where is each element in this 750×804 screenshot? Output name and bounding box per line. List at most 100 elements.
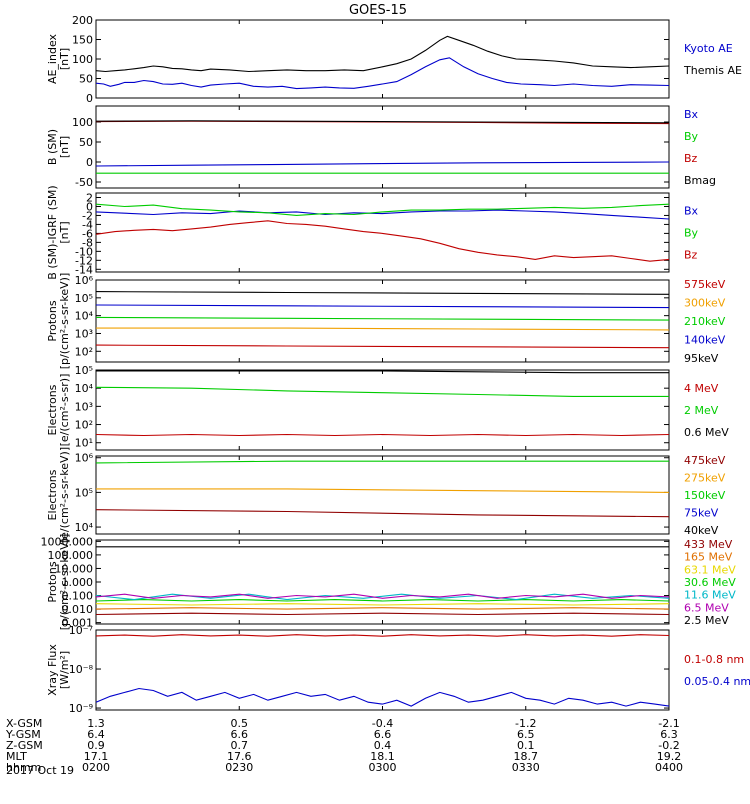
x-tick-label: 0.9 bbox=[87, 739, 105, 752]
legend-entry: 11.6 MeV bbox=[684, 589, 736, 602]
legend-entry: By bbox=[684, 227, 699, 240]
x-tick-label: -1.2 bbox=[515, 717, 536, 730]
legend-entry: 4 MeV bbox=[684, 382, 719, 395]
x-tick-label: 0.7 bbox=[231, 739, 249, 752]
x-tick-label: 18.7 bbox=[514, 750, 539, 763]
legend-entry: 575keV bbox=[684, 278, 726, 291]
legend-entry: 275keV bbox=[684, 472, 726, 485]
y-axis-label: [e/(cm²-s-sr-keV)] bbox=[58, 447, 71, 543]
series-line bbox=[95, 220, 670, 262]
y-tick-label: 100.000 bbox=[48, 549, 94, 562]
x-row-label: MLT bbox=[6, 750, 27, 763]
panel-frame bbox=[95, 369, 670, 451]
y-axis-label: [nT] bbox=[58, 221, 71, 243]
y-tick-label: 10⁴ bbox=[75, 310, 94, 323]
y-tick-label: 10³ bbox=[75, 327, 93, 340]
y-tick-label: -12 bbox=[75, 254, 93, 267]
x-tick-label: -2.1 bbox=[658, 717, 679, 730]
series-line bbox=[95, 344, 670, 349]
legend-entry: Bmag bbox=[684, 174, 716, 187]
legend-entry: 150keV bbox=[684, 489, 726, 502]
legend-entry: 475keV bbox=[684, 454, 726, 467]
y-tick-label: 10⁻⁷ bbox=[69, 624, 93, 637]
y-tick-label: 1.000 bbox=[62, 576, 94, 589]
x-tick-label: 0200 bbox=[82, 761, 110, 774]
x-tick-label: -0.4 bbox=[372, 717, 393, 730]
y-tick-label: 50 bbox=[79, 73, 93, 86]
legend-entry: Bx bbox=[684, 205, 699, 218]
series-line bbox=[95, 203, 670, 216]
x-tick-label: 1.3 bbox=[87, 717, 105, 730]
legend-entry: 140keV bbox=[684, 334, 726, 347]
y-tick-label: 100 bbox=[72, 53, 93, 66]
y-tick-label: 10² bbox=[75, 345, 93, 358]
y-tick-label: 10⁻⁸ bbox=[69, 663, 94, 676]
series-line bbox=[95, 209, 670, 220]
panel-frame bbox=[95, 19, 670, 99]
x-tick-label: 0230 bbox=[225, 761, 253, 774]
y-tick-label: 10⁻⁹ bbox=[69, 702, 93, 715]
panel-frame bbox=[95, 192, 670, 273]
legend-entry: Bx bbox=[684, 108, 699, 121]
x-row-label: hhmm bbox=[6, 761, 41, 774]
y-axis-label: [p/(cm²-s-sr-keV)] bbox=[58, 534, 71, 631]
legend-entry: 95keV bbox=[684, 352, 719, 365]
y-tick-label: 10¹ bbox=[75, 437, 93, 450]
y-tick-label: -8 bbox=[82, 236, 93, 249]
y-tick-label: -4 bbox=[82, 218, 93, 231]
series-line bbox=[95, 304, 670, 309]
y-tick-label: 150 bbox=[72, 34, 93, 47]
legend-entry: 63.1 MeV bbox=[684, 563, 736, 576]
y-tick-label: -6 bbox=[82, 227, 93, 240]
series-line bbox=[95, 291, 670, 295]
y-tick-label: 10³ bbox=[75, 400, 93, 413]
legend-entry: 40keV bbox=[684, 524, 719, 537]
legend-entry: By bbox=[684, 130, 699, 143]
x-tick-label: 17.6 bbox=[227, 750, 252, 763]
y-tick-label: -2 bbox=[82, 209, 93, 222]
legend-entry: Kyoto AE bbox=[684, 42, 733, 55]
x-tick-label: 6.6 bbox=[374, 728, 392, 741]
x-tick-label: 0.1 bbox=[517, 739, 535, 752]
legend-entry: 30.6 MeV bbox=[684, 576, 736, 589]
y-tick-label: 10⁴ bbox=[75, 382, 94, 395]
legend-entry: Bz bbox=[684, 249, 698, 262]
legend-entry: 2.5 MeV bbox=[684, 614, 729, 627]
series-line bbox=[95, 386, 669, 397]
series-line bbox=[95, 57, 670, 90]
series-line bbox=[95, 687, 670, 707]
y-tick-label: 10⁶ bbox=[75, 452, 94, 465]
panel-frame bbox=[95, 105, 670, 189]
y-axis-label: Protons bbox=[46, 561, 59, 602]
y-tick-label: -14 bbox=[75, 263, 93, 276]
y-tick-label: 0.001 bbox=[62, 617, 94, 630]
x-tick-label: 19.2 bbox=[657, 750, 682, 763]
y-tick-label: 0 bbox=[86, 200, 93, 213]
legend-entry: 0.1-0.8 nm bbox=[684, 653, 744, 666]
x-tick-label: 6.3 bbox=[660, 728, 678, 741]
legend-entry: 165 MeV bbox=[684, 551, 733, 564]
y-axis-label: Electrons bbox=[46, 384, 59, 435]
y-axis-label: B (SM)-IGRF (SM) bbox=[46, 185, 59, 279]
y-axis-label: Protons bbox=[46, 300, 59, 341]
y-tick-label: 10⁶ bbox=[75, 274, 94, 287]
x-tick-label: 6.5 bbox=[517, 728, 535, 741]
x-tick-label: 6.6 bbox=[231, 728, 249, 741]
series-line bbox=[95, 433, 670, 437]
x-row-label: X-GSM bbox=[6, 717, 42, 730]
x-tick-label: 0400 bbox=[655, 761, 683, 774]
x-tick-label: 18.1 bbox=[370, 750, 395, 763]
series-line bbox=[95, 120, 670, 124]
y-axis-label: Electrons bbox=[46, 469, 59, 520]
legend-entry: 300keV bbox=[684, 297, 726, 310]
y-tick-label: 10⁵ bbox=[75, 292, 93, 305]
x-tick-label: -0.2 bbox=[658, 739, 679, 752]
series-line bbox=[95, 460, 669, 464]
y-axis-label: [e/(cm²-s-sr)] bbox=[58, 374, 71, 447]
y-tick-label: 200 bbox=[72, 14, 93, 27]
y-tick-label: 10² bbox=[75, 419, 93, 432]
y-tick-label: 1000.000 bbox=[41, 535, 94, 548]
y-axis-label: B (SM) bbox=[46, 129, 59, 165]
